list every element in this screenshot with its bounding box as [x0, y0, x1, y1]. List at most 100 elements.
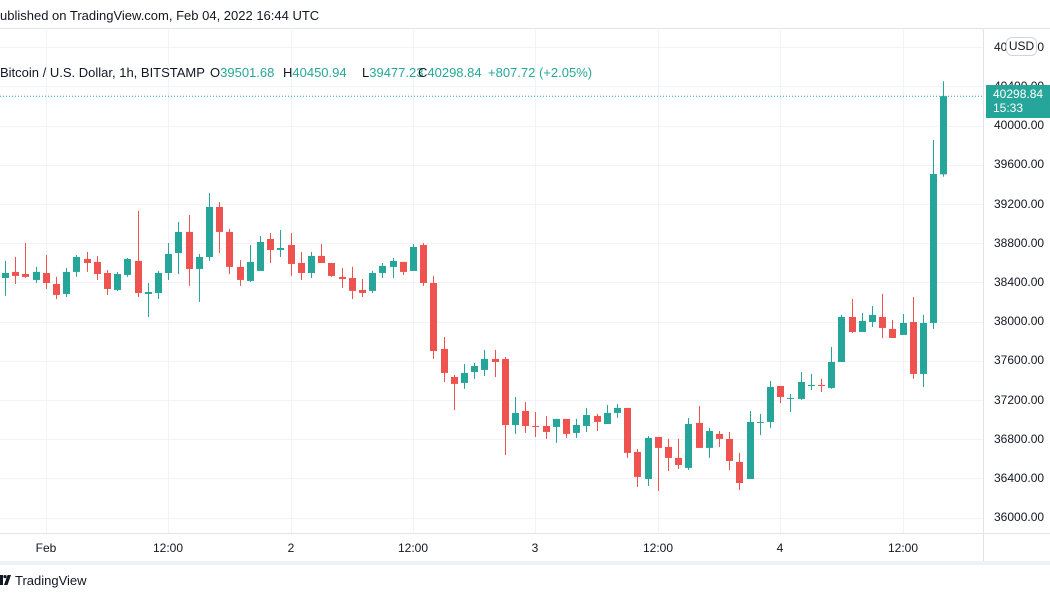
candle: [655, 436, 662, 491]
candle-body: [736, 461, 743, 484]
last-price-value: 40298.84: [993, 87, 1044, 101]
candle: [63, 267, 70, 297]
last-price-label: 40298.84 15:33: [986, 85, 1050, 118]
candle-body: [502, 358, 509, 425]
candle-body: [685, 424, 692, 468]
candle: [43, 254, 50, 289]
candle: [318, 243, 325, 263]
candle: [706, 427, 713, 458]
symbol-legend: Bitcoin / U.S. Dollar, 1h, BITSTAMP O395…: [0, 64, 983, 82]
candle: [869, 305, 876, 327]
symbol-title[interactable]: Bitcoin / U.S. Dollar, 1h, BITSTAMP: [0, 65, 205, 80]
candle: [481, 349, 488, 376]
price-tick-label: 40000.00: [994, 118, 1045, 132]
candle: [624, 407, 631, 458]
candle-body: [104, 272, 111, 289]
bottom-divider: [0, 561, 1050, 565]
price-axis[interactable]: 40800.00 40400.00 40000.00 39600.00 3920…: [983, 28, 1050, 561]
candle-body: [930, 174, 937, 323]
candle-body: [655, 436, 662, 448]
candle-body: [645, 437, 652, 479]
chart-pane[interactable]: Bitcoin / U.S. Dollar, 1h, BITSTAMP O395…: [0, 28, 983, 533]
candle-body: [696, 422, 703, 448]
candle-body: [767, 386, 774, 422]
candle: [359, 278, 366, 297]
candle-body: [43, 272, 50, 283]
candle-body: [900, 322, 907, 335]
candle-body: [563, 418, 570, 434]
candle-body: [889, 328, 896, 338]
candle-body: [849, 316, 856, 332]
legend-low: L39477.23: [362, 65, 424, 80]
candle-body: [94, 261, 101, 274]
currency-button[interactable]: USD: [1006, 37, 1037, 56]
candle-body: [216, 206, 223, 232]
candle-body: [471, 365, 478, 372]
candle: [12, 257, 19, 284]
price-tick-label: 39600.00: [994, 157, 1045, 171]
candle-body: [339, 276, 346, 279]
candle-body: [859, 320, 866, 332]
candle-body: [288, 244, 295, 264]
candle: [22, 243, 29, 278]
candle: [226, 228, 233, 274]
candle-body: [63, 271, 70, 294]
candle: [237, 259, 244, 286]
candle-body: [512, 412, 519, 425]
candle-body: [73, 257, 80, 272]
candle: [277, 229, 284, 258]
candle-body: [940, 96, 947, 175]
candle-body: [808, 384, 815, 386]
candle-body: [838, 316, 845, 362]
legend-close: C40298.84: [418, 65, 482, 80]
candle-body: [604, 412, 611, 425]
candle: [563, 418, 570, 438]
candle-body: [84, 258, 91, 263]
candle-body: [135, 260, 142, 293]
candle-body: [114, 273, 121, 290]
time-tick-label: 2: [287, 541, 295, 555]
time-tick-label: Feb: [35, 541, 57, 555]
candle-body: [165, 253, 172, 273]
candle: [267, 233, 274, 263]
candle: [522, 401, 529, 433]
candle: [573, 418, 580, 438]
candle: [634, 448, 641, 487]
time-axis[interactable]: Feb 12:00 2 12:00 3 12:00 4 12:00: [0, 533, 1050, 561]
candle: [930, 140, 937, 329]
time-tick-label: 12:00: [887, 541, 919, 555]
candle: [420, 243, 427, 286]
candle: [910, 297, 917, 379]
candle-body: [267, 238, 274, 250]
candle-body: [553, 418, 560, 427]
candle: [940, 81, 947, 177]
candle-body: [573, 424, 580, 433]
candle: [104, 269, 111, 295]
candle-body: [675, 457, 682, 465]
candle-body: [186, 231, 193, 269]
candle: [532, 411, 539, 437]
candle-body: [237, 266, 244, 280]
candle-body: [206, 206, 213, 258]
candle-body: [379, 265, 386, 273]
candle-body: [369, 272, 376, 291]
candle: [736, 452, 743, 490]
candle: [716, 430, 723, 447]
candle: [53, 276, 60, 299]
price-tick-label: 36800.00: [994, 432, 1045, 446]
candle-body: [226, 231, 233, 267]
candle: [135, 210, 142, 297]
candle: [339, 267, 346, 288]
candle-body: [441, 348, 448, 373]
candle: [798, 371, 805, 400]
header-divider: [0, 28, 1050, 29]
candlestick-chart[interactable]: [0, 28, 983, 533]
candle-body: [583, 414, 590, 426]
candle-body: [869, 314, 876, 322]
candle-body: [124, 258, 131, 275]
brand-name[interactable]: TradingView: [15, 572, 87, 588]
candle: [665, 438, 672, 471]
candle: [84, 252, 91, 272]
legend-open: O39501.68: [210, 65, 275, 80]
candle: [502, 356, 509, 455]
